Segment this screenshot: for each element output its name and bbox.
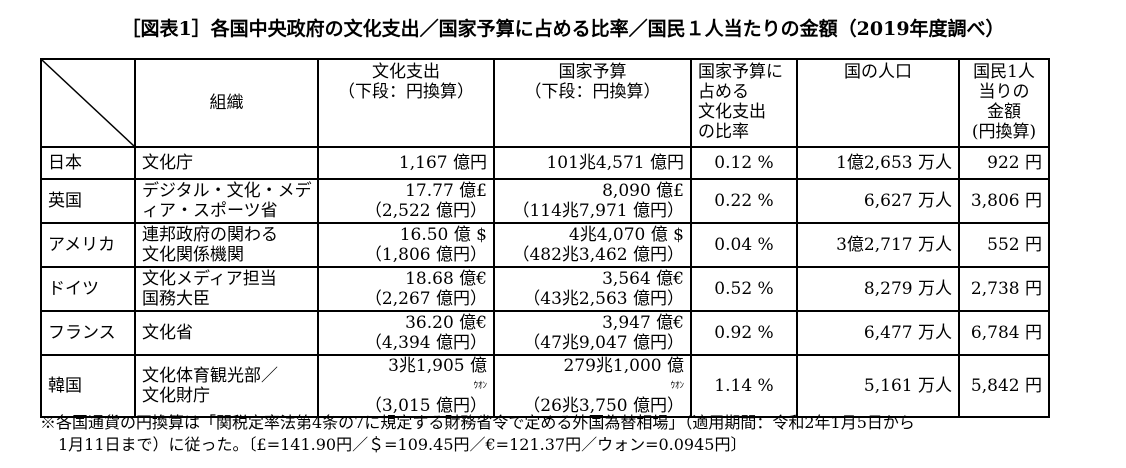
population-cell: 1億2,653 万人 [796, 146, 960, 180]
org-cell: 文化省 [134, 310, 319, 356]
org-cell: 文化体育観光部／ 文化財庁 [134, 354, 319, 418]
footnote: ※各国通貨の円換算は「関税定率法第4条の7に規定する財務省令で定める外国為替相場… [40, 412, 1100, 456]
footnote-line: 1月11日まで）に従った。〔£=141.90円／＄=109.45円／€=121.… [58, 435, 747, 454]
table-row: 英国 デジタル・文化・メデ ィア・スポーツ省 17.77 億£ （2,522 億円）… [40, 178, 1050, 224]
header-row: 組織 文化支出 （下段：円換算） 国家予算 （下段：円換算） 国家予算に 占める 文化支… [40, 58, 1050, 148]
ratio-cell: 0.92 % [690, 310, 798, 356]
diagonal-line [43, 61, 133, 145]
org-cell: 文化メディア担当 国務大臣 [134, 266, 319, 312]
culture-cell: 3兆1,905 億ｳｵﾝ （3,015 億円） [317, 354, 495, 418]
culture-cell: 36.20 億€ （4,394 億円） [317, 310, 495, 356]
per-capita-cell: 552 円 [958, 222, 1050, 268]
footnote-line: ※各国通貨の円換算は「関税定率法第4条の7に規定する財務省令で定める外国為替相場… [40, 413, 915, 432]
culture-cell: 1,167 億円 [317, 146, 495, 180]
table-row: フランス 文化省 36.20 億€ （4,394 億円） 3,947 億€ （47兆… [40, 310, 1050, 356]
per-capita-cell: 922 円 [958, 146, 1050, 180]
header-per-capita: 国民1人 当りの 金額 (円換算) [958, 58, 1050, 148]
table-row: 韓国 文化体育観光部／ 文化財庁 3兆1,905 億ｳｵﾝ （3,015 億円） … [40, 354, 1050, 418]
org-cell: 文化庁 [134, 146, 319, 180]
corner-cell [40, 58, 136, 148]
per-capita-cell: 6,784 円 [958, 310, 1050, 356]
header-population: 国の人口 [796, 58, 960, 148]
budget-cell: 4兆4,070 億 $ （482兆3,462 億円） [493, 222, 692, 268]
header-budget: 国家予算 （下段：円換算） [493, 58, 692, 148]
country-cell: 英国 [40, 178, 136, 224]
ratio-cell: 0.52 % [690, 266, 798, 312]
budget-cell: 3,564 億€ （43兆2,563 億円） [493, 266, 692, 312]
org-cell: デジタル・文化・メデ ィア・スポーツ省 [134, 178, 319, 224]
population-cell: 3億2,717 万人 [796, 222, 960, 268]
country-cell: 韓国 [40, 354, 136, 418]
ratio-cell: 1.14 % [690, 354, 798, 418]
ratio-cell: 0.22 % [690, 178, 798, 224]
header-culture: 文化支出 （下段：円換算） [317, 58, 495, 148]
won-unit: ｳｵﾝ [473, 381, 487, 391]
header-ratio: 国家予算に 占める 文化支出 の比率 [690, 58, 798, 148]
header-org: 組織 [134, 58, 319, 148]
page-title: ［図表1］各国中央政府の文化支出／国家予算に占める比率／国民１人当たりの金額（2… [121, 18, 1005, 40]
country-cell: 日本 [40, 146, 136, 180]
table-row: 日本 文化庁 1,167 億円 101兆4,571 億円 0.12 % 1億2,… [40, 146, 1050, 180]
population-cell: 6,627 万人 [796, 178, 960, 224]
per-capita-cell: 2,738 円 [958, 266, 1050, 312]
budget-cell: 279兆1,000 億ｳｵﾝ （26兆3,750 億円） [493, 354, 692, 418]
country-cell: フランス [40, 310, 136, 356]
country-cell: ドイツ [40, 266, 136, 312]
country-cell: アメリカ [40, 222, 136, 268]
culture-cell: 16.50 億 $ （1,806 億円） [317, 222, 495, 268]
budget-cell: 8,090 億£ （114兆7,971 億円） [493, 178, 692, 224]
culture-cell: 18.68 億€ （2,267 億円） [317, 266, 495, 312]
culture-cell: 17.77 億£ （2,522 億円） [317, 178, 495, 224]
culture-spending-table: 組織 文化支出 （下段：円換算） 国家予算 （下段：円換算） 国家予算に 占める 文化支… [40, 58, 1050, 418]
per-capita-cell: 5,842 円 [958, 354, 1050, 418]
ratio-cell: 0.04 % [690, 222, 798, 268]
table-row: アメリカ 連邦政府の関わる 文化関係機関 16.50 億 $ （1,806 億円） … [40, 222, 1050, 268]
budget-cell: 101兆4,571 億円 [493, 146, 692, 180]
per-capita-cell: 3,806 円 [958, 178, 1050, 224]
population-cell: 8,279 万人 [796, 266, 960, 312]
won-unit: ｳｵﾝ [670, 381, 684, 391]
population-cell: 6,477 万人 [796, 310, 960, 356]
table-row: ドイツ 文化メディア担当 国務大臣 18.68 億€ （2,267 億円） 3,56… [40, 266, 1050, 312]
population-cell: 5,161 万人 [796, 354, 960, 418]
ratio-cell: 0.12 % [690, 146, 798, 180]
budget-cell: 3,947 億€ （47兆9,047 億円） [493, 310, 692, 356]
org-cell: 連邦政府の関わる 文化関係機関 [134, 222, 319, 268]
